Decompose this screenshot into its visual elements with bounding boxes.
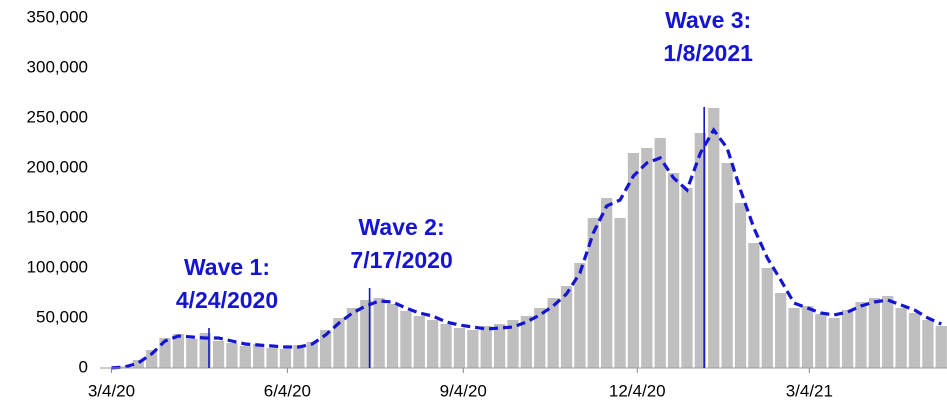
bar — [534, 308, 546, 368]
bar — [601, 198, 613, 368]
bar — [775, 293, 787, 368]
y-tick-label: 300,000 — [27, 57, 88, 76]
bar — [654, 138, 666, 368]
bar — [400, 311, 412, 368]
bar — [908, 313, 921, 368]
bar — [855, 302, 867, 368]
bar — [587, 218, 599, 368]
bar — [467, 330, 479, 368]
bar — [199, 333, 211, 368]
bar — [146, 350, 158, 368]
bar — [293, 345, 305, 368]
bar — [801, 306, 814, 368]
annotation-text: 4/24/2020 — [176, 287, 278, 313]
bar — [761, 268, 773, 368]
bar — [868, 298, 880, 368]
y-tick-label: 50,000 — [36, 307, 88, 326]
annotation-text: 1/8/2021 — [663, 40, 753, 66]
bar — [413, 316, 425, 368]
x-tick-label: 12/4/20 — [609, 381, 666, 400]
bar — [239, 346, 251, 368]
y-tick-label: 200,000 — [27, 157, 88, 176]
bar — [306, 342, 318, 368]
bar — [734, 203, 747, 368]
bar — [427, 320, 439, 368]
bar — [119, 366, 131, 368]
y-tick-label: 350,000 — [27, 7, 88, 26]
bar — [186, 339, 198, 368]
y-tick-label: 100,000 — [27, 257, 88, 276]
x-tick-label: 6/4/20 — [264, 381, 311, 400]
y-tick-label: 150,000 — [27, 207, 88, 226]
bar — [360, 300, 372, 368]
bar — [614, 218, 626, 368]
bar — [721, 163, 733, 368]
bar — [841, 310, 854, 368]
bar — [212, 341, 225, 368]
bar — [895, 308, 907, 368]
bar — [480, 326, 492, 368]
bar — [520, 316, 532, 368]
x-tick-label: 9/4/20 — [440, 381, 487, 400]
x-tick-label: 3/4/20 — [88, 381, 135, 400]
bar — [493, 324, 506, 368]
bar — [279, 349, 292, 368]
bar — [159, 338, 171, 368]
bar — [815, 314, 827, 368]
bar — [922, 320, 934, 368]
bar — [641, 148, 653, 368]
bar — [453, 328, 466, 368]
annotation-text: 7/17/2020 — [350, 247, 452, 273]
bar — [333, 318, 345, 368]
bar — [547, 298, 559, 368]
bar — [266, 348, 278, 368]
bar — [560, 286, 573, 368]
bar — [708, 108, 720, 368]
bar — [172, 334, 185, 368]
bar — [681, 188, 693, 368]
bar — [788, 308, 800, 368]
bar — [667, 173, 680, 368]
bar — [882, 296, 894, 368]
bar — [694, 133, 706, 368]
bar — [386, 304, 399, 368]
average-line — [111, 127, 942, 370]
bar — [346, 308, 359, 368]
y-tick-label: 250,000 — [27, 107, 88, 126]
y-tick-label: 0 — [79, 357, 88, 376]
annotation-text: Wave 3: — [665, 7, 751, 33]
bar — [828, 318, 840, 368]
annotation-text: Wave 2: — [359, 214, 445, 240]
bar — [574, 263, 586, 368]
bar — [373, 298, 385, 368]
bar — [507, 320, 519, 368]
x-tick-label: 3/4/21 — [786, 381, 833, 400]
bar — [440, 324, 452, 368]
bar — [935, 326, 947, 368]
bar — [748, 243, 760, 368]
annotation-text: Wave 1: — [184, 254, 270, 280]
bar — [319, 330, 332, 368]
bar — [132, 360, 144, 368]
bar — [627, 153, 640, 368]
bar — [253, 344, 265, 368]
bar — [226, 343, 238, 368]
